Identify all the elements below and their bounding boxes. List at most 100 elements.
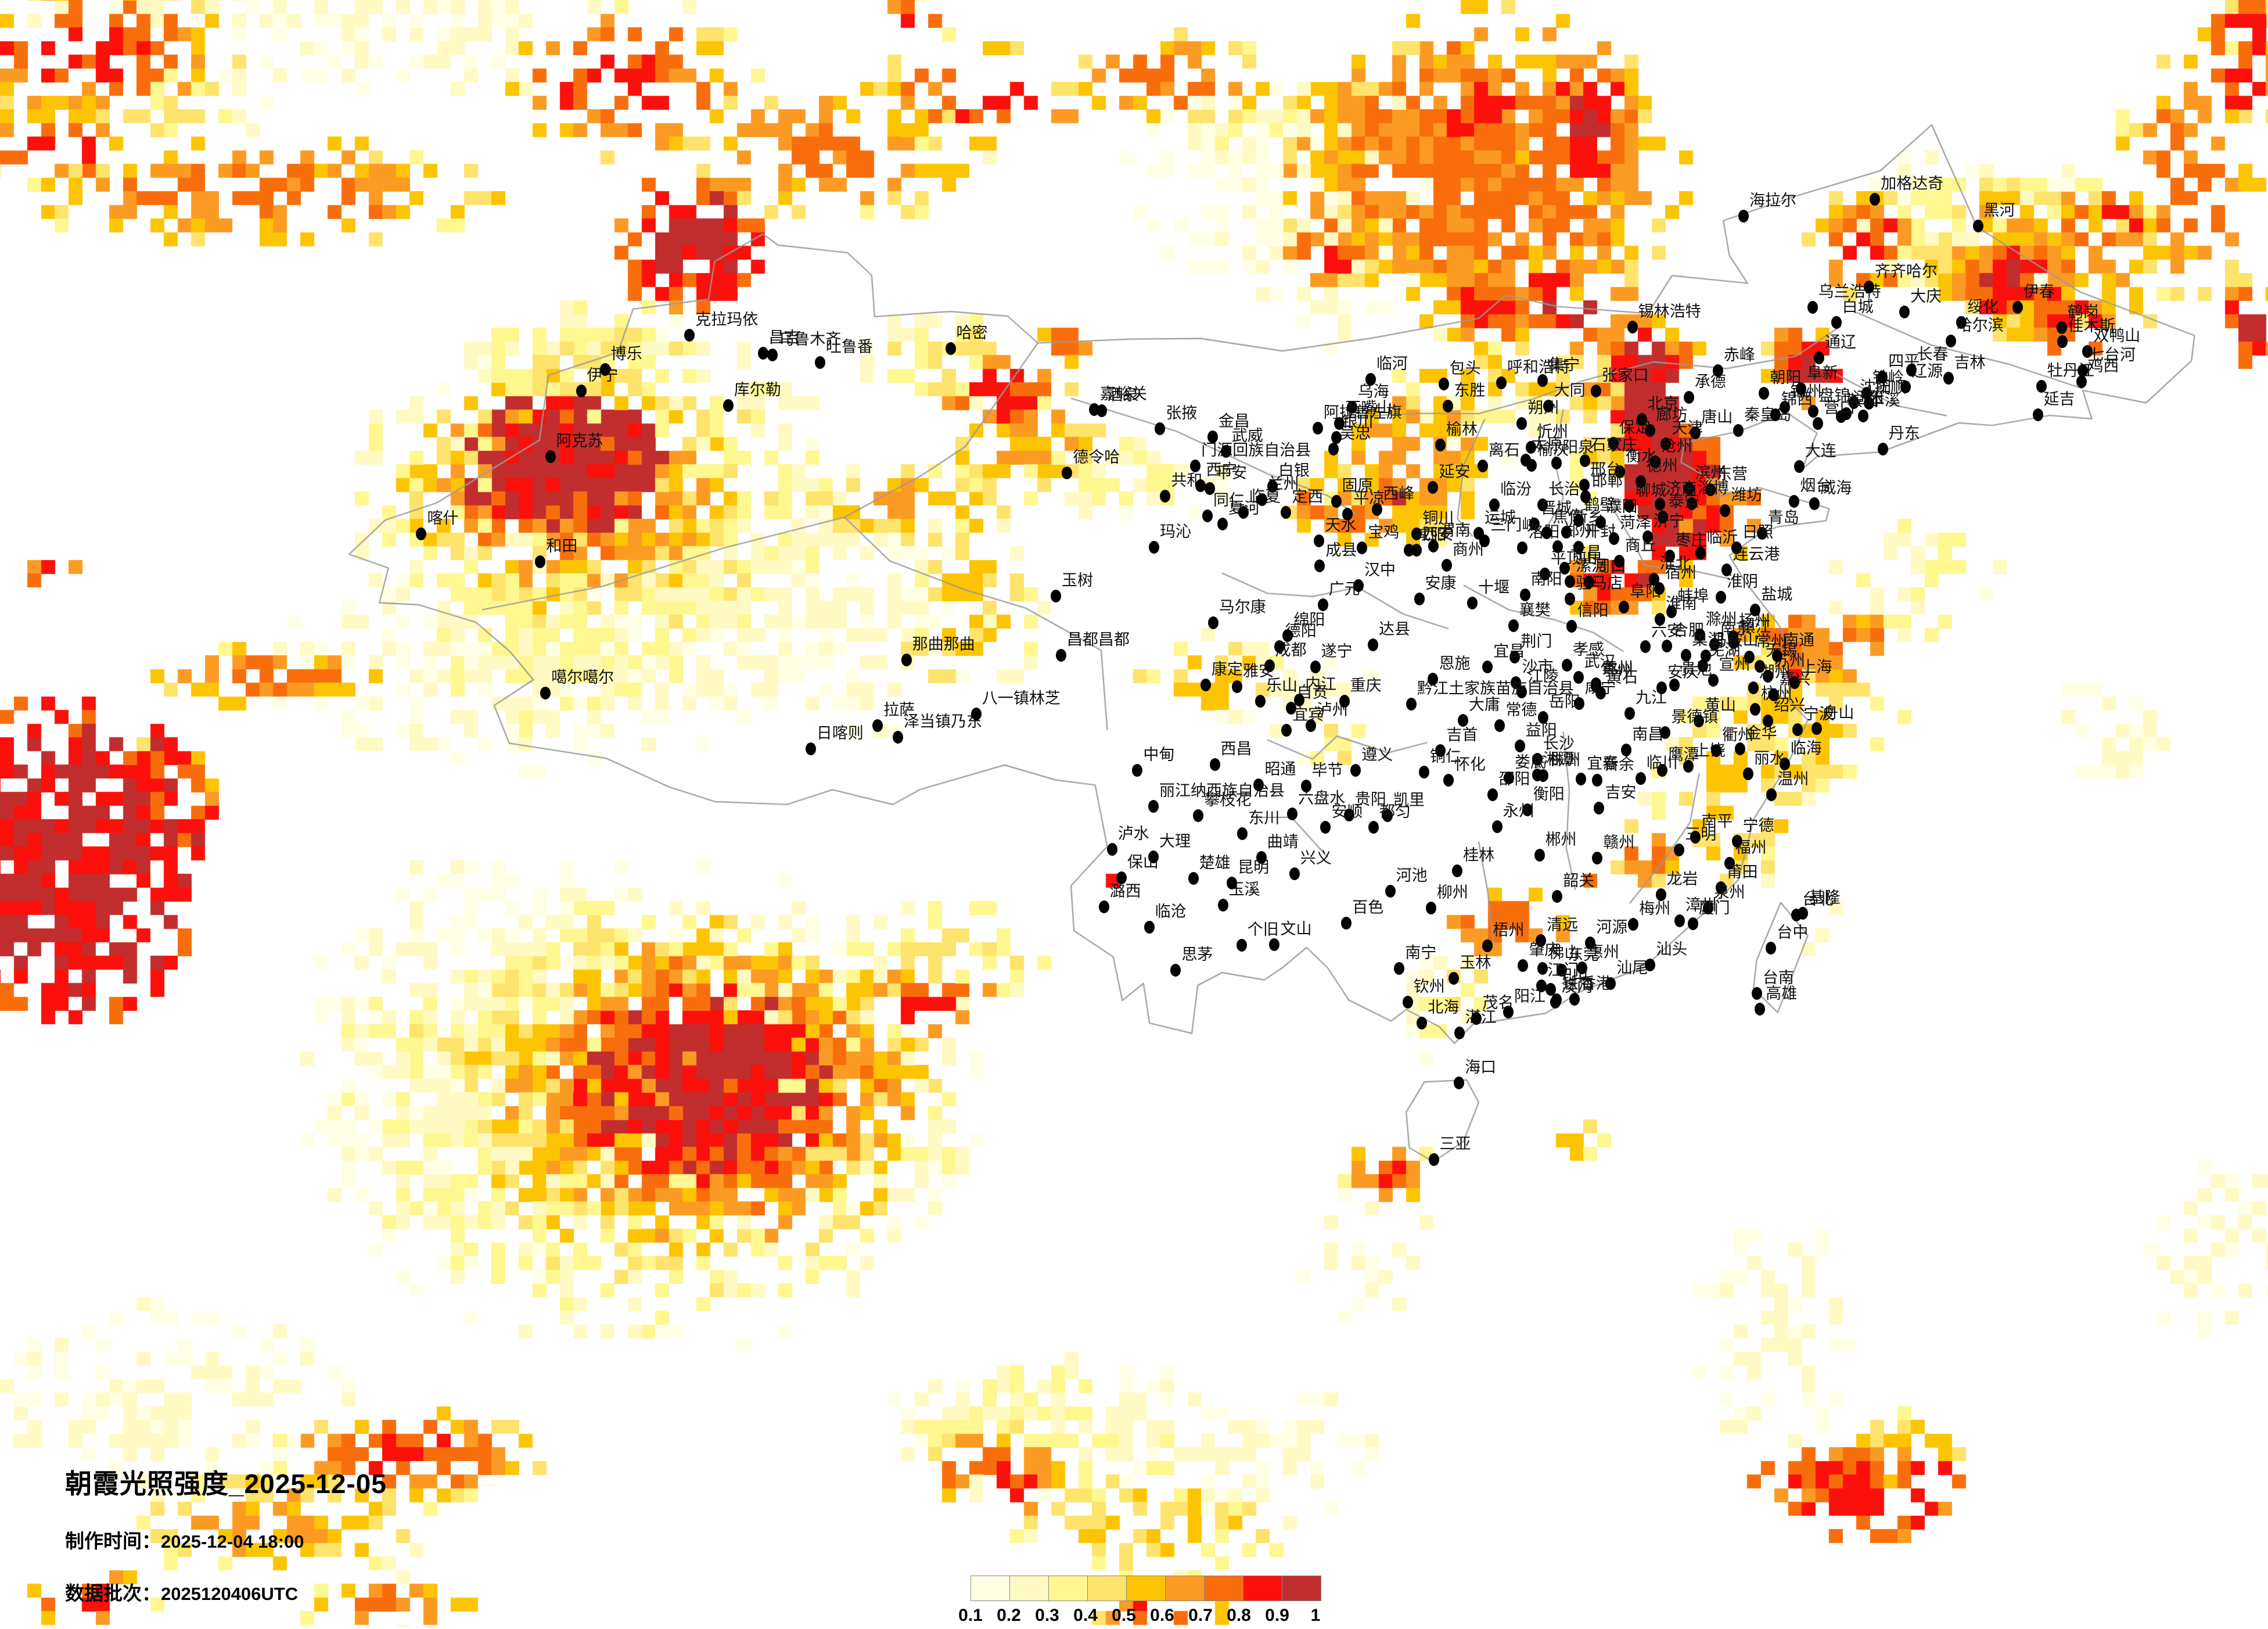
city-label: 定西 xyxy=(1292,488,1324,506)
city-dot xyxy=(1312,422,1323,435)
city-dot xyxy=(1721,563,1733,576)
city-label: 临沧 xyxy=(1155,902,1187,920)
legend-tick: 0.5 xyxy=(1112,1606,1136,1625)
city-label: 楚雄 xyxy=(1199,853,1231,871)
city-dot xyxy=(1541,526,1552,539)
city-dot xyxy=(1573,697,1584,711)
city-dot xyxy=(1155,422,1166,436)
city-label: 南宁 xyxy=(1405,944,1437,962)
city-dot xyxy=(1863,280,1874,293)
city-label: 大连 xyxy=(1805,442,1836,460)
city-dot xyxy=(1287,807,1298,820)
city-label: 马鞍山 xyxy=(1711,631,1759,649)
city-label: 咸阳 xyxy=(1415,525,1447,543)
city-label: 巢湖 xyxy=(1692,631,1724,649)
city-label: 六盘水 xyxy=(1298,789,1346,807)
city-label: 桂林 xyxy=(1463,846,1495,864)
city-dot xyxy=(1281,723,1292,737)
city-dot xyxy=(1660,726,1671,739)
city-dot xyxy=(1624,499,1635,512)
city-dot xyxy=(1906,363,1917,376)
city-label: 佛山 xyxy=(1548,944,1580,962)
city-dot xyxy=(901,653,912,666)
city-label: 昭通 xyxy=(1264,760,1296,778)
city-dot xyxy=(1590,384,1601,397)
city-label: 运城 xyxy=(1485,508,1516,526)
city-label: 牡丹江 xyxy=(2047,362,2094,380)
city-dot xyxy=(1619,601,1630,614)
city-dot xyxy=(1561,658,1572,672)
city-dot xyxy=(1728,636,1739,650)
city-label: 三亚 xyxy=(1439,1135,1471,1153)
city-dot xyxy=(1517,541,1528,554)
city-label: 张家口 xyxy=(1601,366,1649,384)
city-label: 温州 xyxy=(1777,770,1809,788)
legend-color-cell xyxy=(1049,1576,1088,1601)
city-label: 铜仁 xyxy=(1429,748,1461,766)
city-label: 马尔康 xyxy=(1219,598,1266,616)
city-dot xyxy=(1583,575,1594,589)
legend-tick: 0.9 xyxy=(1265,1606,1289,1625)
city-dot xyxy=(1734,742,1745,755)
city-dot xyxy=(1756,527,1767,540)
city-dot xyxy=(1539,568,1550,581)
city-label: 宁波 xyxy=(1803,705,1835,723)
city-label: 黄山 xyxy=(1705,696,1737,714)
city-dot xyxy=(1106,843,1117,856)
legend-tick: 1 xyxy=(1310,1606,1321,1625)
city-dot xyxy=(1614,465,1625,478)
city-dot xyxy=(1320,820,1331,834)
city-label: 乌海 xyxy=(1357,382,1389,400)
city-dot xyxy=(1683,759,1694,773)
city-dot xyxy=(1770,408,1781,421)
city-label: 威海 xyxy=(1820,479,1852,497)
city-label: 安顺 xyxy=(1331,802,1363,820)
city-dot xyxy=(1536,979,1547,993)
city-label: 达县 xyxy=(1379,620,1410,638)
city-dot xyxy=(1482,939,1493,952)
city-label: 襄樊 xyxy=(1519,601,1551,619)
city-dot xyxy=(1207,430,1218,444)
city-dot xyxy=(1411,543,1422,557)
city-dot xyxy=(1511,676,1522,689)
city-dot xyxy=(1712,364,1723,377)
city-dot xyxy=(1698,659,1709,672)
city-label: 博乐 xyxy=(610,345,642,363)
city-label: 景德镇 xyxy=(1671,708,1719,726)
city-dot xyxy=(1508,619,1519,633)
city-label: 贵阳 xyxy=(1354,790,1386,808)
city-dot xyxy=(1690,426,1701,440)
city-dot xyxy=(1116,871,1127,885)
city-label: 晋城 xyxy=(1540,499,1572,517)
city-label: 百色 xyxy=(1352,899,1384,917)
city-dot xyxy=(1742,767,1753,781)
city-label: 遵义 xyxy=(1361,745,1393,763)
city-dot xyxy=(684,329,695,342)
city-dot xyxy=(1267,479,1278,493)
city-label: 赤峰 xyxy=(1723,346,1755,364)
city-label: 嘉峪关 xyxy=(1100,385,1148,403)
city-label: 福州 xyxy=(1735,838,1767,856)
city-dot xyxy=(1294,694,1305,707)
city-label: 榆林 xyxy=(1446,420,1478,438)
city-dot xyxy=(1591,774,1602,787)
city-dot xyxy=(1809,497,1820,510)
city-dot xyxy=(1300,780,1311,793)
city-label: 集宁 xyxy=(1548,356,1580,374)
city-label: 珠海 xyxy=(1562,975,1594,993)
city-label: 常州 xyxy=(1755,633,1787,651)
city-dot xyxy=(1642,530,1653,544)
city-label: 白银 xyxy=(1278,461,1310,479)
city-label: 孝感 xyxy=(1572,640,1604,658)
city-dot xyxy=(1096,404,1107,418)
city-dot xyxy=(1594,801,1605,814)
city-dot xyxy=(1573,514,1584,527)
city-dot xyxy=(1357,541,1368,554)
city-dot xyxy=(1621,743,1632,756)
city-dot xyxy=(1608,532,1619,545)
city-dot xyxy=(1744,651,1755,664)
city-dot xyxy=(599,363,610,376)
city-label: 离石 xyxy=(1488,442,1520,460)
city-label: 宿州 xyxy=(1665,564,1696,582)
